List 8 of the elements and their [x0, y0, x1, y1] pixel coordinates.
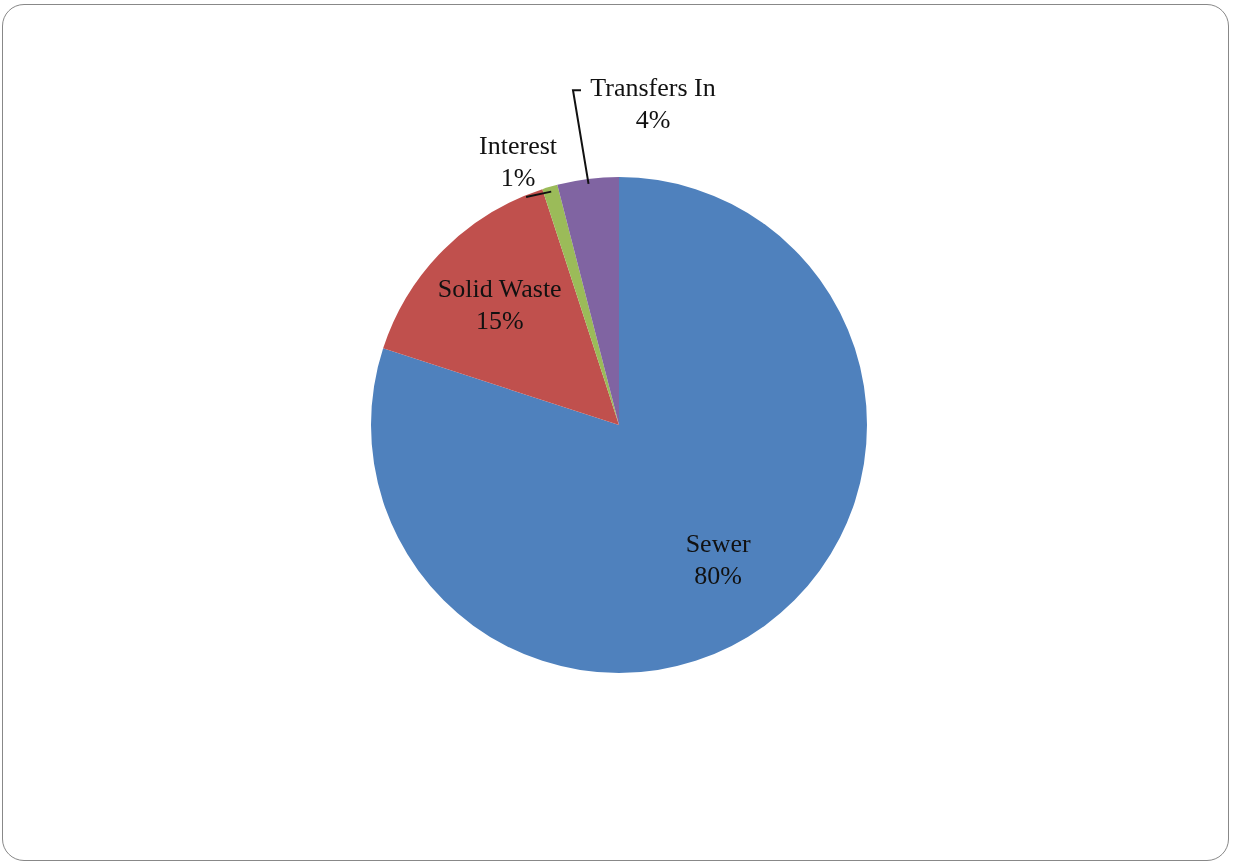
slice-label: Interest — [479, 130, 558, 160]
data-label: 1% — [500, 162, 536, 192]
slice-label: Transfers In — [590, 72, 716, 102]
data-label: 4% — [635, 104, 671, 134]
slice-label: Solid Waste — [437, 273, 562, 303]
data-label: 15% — [475, 305, 524, 335]
slice-label: Sewer — [685, 529, 751, 559]
data-label: 80% — [694, 561, 742, 591]
